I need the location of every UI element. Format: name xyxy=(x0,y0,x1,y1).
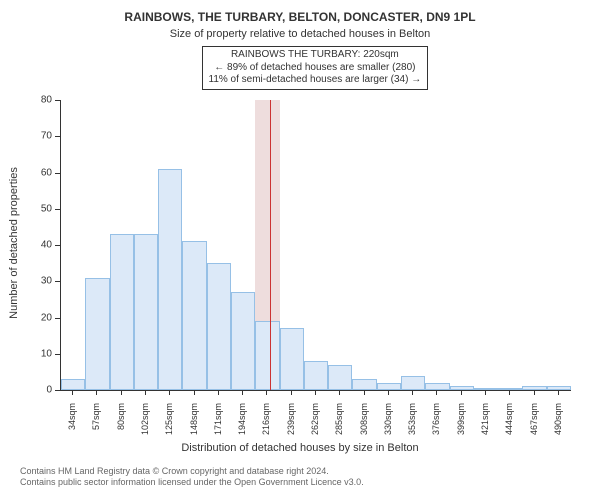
y-tick-mark xyxy=(55,281,60,282)
x-tick-mark xyxy=(194,390,195,395)
x-tick-label: 125sqm xyxy=(164,403,174,453)
chart-plot-area xyxy=(60,100,571,391)
y-tick-label: 20 xyxy=(0,312,52,323)
x-tick-mark xyxy=(145,390,146,395)
y-tick-mark xyxy=(55,245,60,246)
x-tick-label: 216sqm xyxy=(261,403,271,453)
y-tick-mark xyxy=(55,209,60,210)
histogram-bar xyxy=(255,321,279,390)
annotation-box: RAINBOWS THE TURBARY: 220sqm ← 89% of de… xyxy=(202,46,429,90)
x-tick-mark xyxy=(169,390,170,395)
x-tick-mark xyxy=(315,390,316,395)
histogram-bar xyxy=(85,278,109,390)
x-tick-label: 57sqm xyxy=(91,403,101,453)
histogram-bar xyxy=(134,234,158,390)
x-tick-mark xyxy=(266,390,267,395)
histogram-bar xyxy=(61,379,85,390)
histogram-bar xyxy=(498,388,522,390)
histogram-bar xyxy=(522,386,546,390)
x-tick-label: 399sqm xyxy=(456,403,466,453)
y-tick-label: 40 xyxy=(0,240,52,251)
x-tick-mark xyxy=(558,390,559,395)
x-tick-label: 421sqm xyxy=(480,403,490,453)
histogram-bar xyxy=(110,234,134,390)
annotation-line-1: RAINBOWS THE TURBARY: 220sqm xyxy=(209,49,422,62)
x-tick-mark xyxy=(96,390,97,395)
footer-line-2: Contains public sector information licen… xyxy=(20,477,364,488)
chart-title: RAINBOWS, THE TURBARY, BELTON, DONCASTER… xyxy=(0,10,600,24)
x-tick-mark xyxy=(509,390,510,395)
y-tick-label: 10 xyxy=(0,348,52,359)
x-tick-mark xyxy=(242,390,243,395)
chart-subtitle: Size of property relative to detached ho… xyxy=(0,28,600,40)
x-tick-label: 353sqm xyxy=(407,403,417,453)
x-tick-mark xyxy=(534,390,535,395)
x-tick-label: 490sqm xyxy=(553,403,563,453)
x-tick-mark xyxy=(461,390,462,395)
annotation-line-3: 11% of semi-detached houses are larger (… xyxy=(209,74,422,87)
x-tick-label: 80sqm xyxy=(116,403,126,453)
x-tick-label: 102sqm xyxy=(140,403,150,453)
reference-line xyxy=(270,100,271,390)
x-tick-label: 330sqm xyxy=(383,403,393,453)
histogram-bar xyxy=(377,383,401,390)
x-tick-mark xyxy=(218,390,219,395)
x-tick-label: 34sqm xyxy=(67,403,77,453)
histogram-bar xyxy=(231,292,255,390)
histogram-bar xyxy=(207,263,231,390)
histogram-bar xyxy=(304,361,328,390)
histogram-bar xyxy=(352,379,376,390)
y-tick-mark xyxy=(55,100,60,101)
y-tick-mark xyxy=(55,354,60,355)
y-tick-label: 80 xyxy=(0,95,52,106)
histogram-bar xyxy=(425,383,449,390)
x-tick-label: 444sqm xyxy=(504,403,514,453)
histogram-bar xyxy=(182,241,206,390)
x-tick-label: 308sqm xyxy=(359,403,369,453)
x-tick-label: 376sqm xyxy=(431,403,441,453)
y-tick-label: 70 xyxy=(0,131,52,142)
x-tick-mark xyxy=(485,390,486,395)
x-tick-label: 285sqm xyxy=(334,403,344,453)
x-tick-mark xyxy=(72,390,73,395)
y-tick-mark xyxy=(55,136,60,137)
y-tick-label: 60 xyxy=(0,167,52,178)
y-tick-label: 30 xyxy=(0,276,52,287)
histogram-bar xyxy=(280,328,304,390)
x-tick-mark xyxy=(388,390,389,395)
x-tick-mark xyxy=(364,390,365,395)
histogram-bar xyxy=(547,386,571,390)
chart-container: { "chart": { "type": "histogram", "title… xyxy=(0,0,600,500)
histogram-bar xyxy=(328,365,352,390)
x-tick-mark xyxy=(412,390,413,395)
x-tick-label: 467sqm xyxy=(529,403,539,453)
histogram-bar xyxy=(450,386,474,390)
footer: Contains HM Land Registry data © Crown c… xyxy=(20,466,364,489)
y-tick-label: 0 xyxy=(0,385,52,396)
y-tick-mark xyxy=(55,173,60,174)
x-tick-mark xyxy=(121,390,122,395)
x-tick-label: 194sqm xyxy=(237,403,247,453)
x-tick-label: 262sqm xyxy=(310,403,320,453)
histogram-bar xyxy=(158,169,182,390)
x-tick-mark xyxy=(291,390,292,395)
footer-line-1: Contains HM Land Registry data © Crown c… xyxy=(20,466,364,477)
x-tick-label: 171sqm xyxy=(213,403,223,453)
x-tick-label: 148sqm xyxy=(189,403,199,453)
annotation-line-2: ← 89% of detached houses are smaller (28… xyxy=(209,62,422,75)
x-tick-mark xyxy=(436,390,437,395)
x-tick-mark xyxy=(339,390,340,395)
histogram-bar xyxy=(401,376,425,391)
x-tick-label: 239sqm xyxy=(286,403,296,453)
y-tick-mark xyxy=(55,318,60,319)
y-tick-label: 50 xyxy=(0,203,52,214)
y-tick-mark xyxy=(55,390,60,391)
